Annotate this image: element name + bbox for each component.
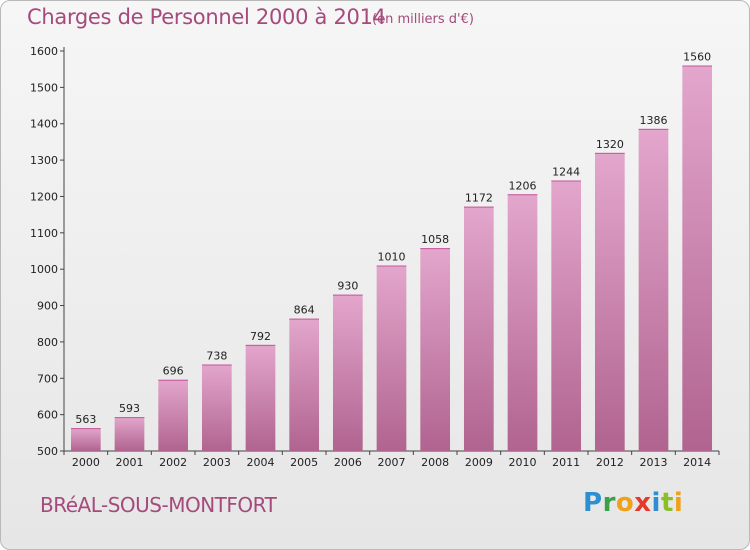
proxiti-logo[interactable]: Proxiti [583,488,683,518]
x-tick-label: 2006 [334,456,362,469]
value-label: 593 [119,402,140,415]
value-label: 930 [337,280,358,293]
value-label: 1244 [552,165,580,178]
y-tick-label: 1100 [30,227,58,240]
x-tick-label: 2004 [247,456,275,469]
y-tick-label: 500 [37,445,58,458]
y-tick-label: 800 [37,336,58,349]
bar [420,248,451,451]
x-tick-label: 2009 [465,456,493,469]
logo-letter: t [660,488,674,518]
x-tick-label: 2011 [552,456,580,469]
y-tick-label: 600 [37,409,58,422]
x-tick-label: 2014 [683,456,711,469]
x-tick-label: 2005 [290,456,318,469]
value-label: 792 [250,330,271,343]
x-tick-label: 2007 [378,456,406,469]
bar [158,379,189,451]
value-label: 738 [206,349,227,362]
logo-letter: i [673,488,684,518]
logo-letter: x [634,488,652,518]
bar [332,294,363,451]
bar [289,318,320,451]
bar [245,344,276,451]
logo-letter: P [583,488,603,518]
bar [507,194,538,452]
y-tick-label: 1300 [30,154,58,167]
bar [114,417,145,451]
x-tick-label: 2010 [509,456,537,469]
y-tick-label: 1500 [30,81,58,94]
bar [594,152,625,451]
value-label: 1560 [683,51,711,64]
logo-letter: o [615,488,635,518]
y-tick-label: 1400 [30,118,58,131]
chart-subtitle: (en milliers d'€) [372,12,474,27]
y-tick-label: 1200 [30,190,58,203]
value-labels: 563 593 696 738 792 864 930 1010 1058 1172 1206 124… [75,51,711,427]
x-tick-label: 2002 [159,456,187,469]
value-label: 1206 [509,179,537,192]
value-label: 563 [75,413,96,426]
x-tick-label: 2003 [203,456,231,469]
x-tick-label: 2000 [72,456,100,469]
y-axis: 500 600 700 800 900 1000 1100 1200 1300 1400 1500 1… [30,45,65,458]
value-label: 1320 [596,138,624,151]
bars [70,65,713,452]
y-tick-label: 700 [37,372,58,385]
bar [376,265,407,451]
town-name: BRéAL-SOUS-MONTFORT [40,493,277,517]
x-tick-label: 2013 [640,456,668,469]
value-label: 1010 [378,251,406,264]
bar [70,428,101,451]
y-tick-label: 1000 [30,263,58,276]
x-tick-label: 2012 [596,456,624,469]
value-label: 1386 [640,114,668,127]
bar [682,65,713,451]
value-label: 696 [163,365,184,378]
bar [551,180,582,452]
bar [201,364,232,451]
x-axis: 2000 2001 2002 2003 2004 2005 2006 2007 2008 2009… [63,450,720,469]
chart-title: Charges de Personnel 2000 à 2014 [27,5,386,29]
bar [638,128,669,451]
bar [463,206,494,451]
logo-letter: i [651,488,661,518]
y-tick-label: 1600 [30,45,58,58]
x-tick-label: 2008 [421,456,449,469]
value-label: 864 [294,304,315,317]
logo-letter: r [602,488,616,518]
value-label: 1058 [421,233,449,246]
y-tick-label: 900 [37,300,58,313]
x-tick-label: 2001 [116,456,144,469]
value-label: 1172 [465,192,493,205]
